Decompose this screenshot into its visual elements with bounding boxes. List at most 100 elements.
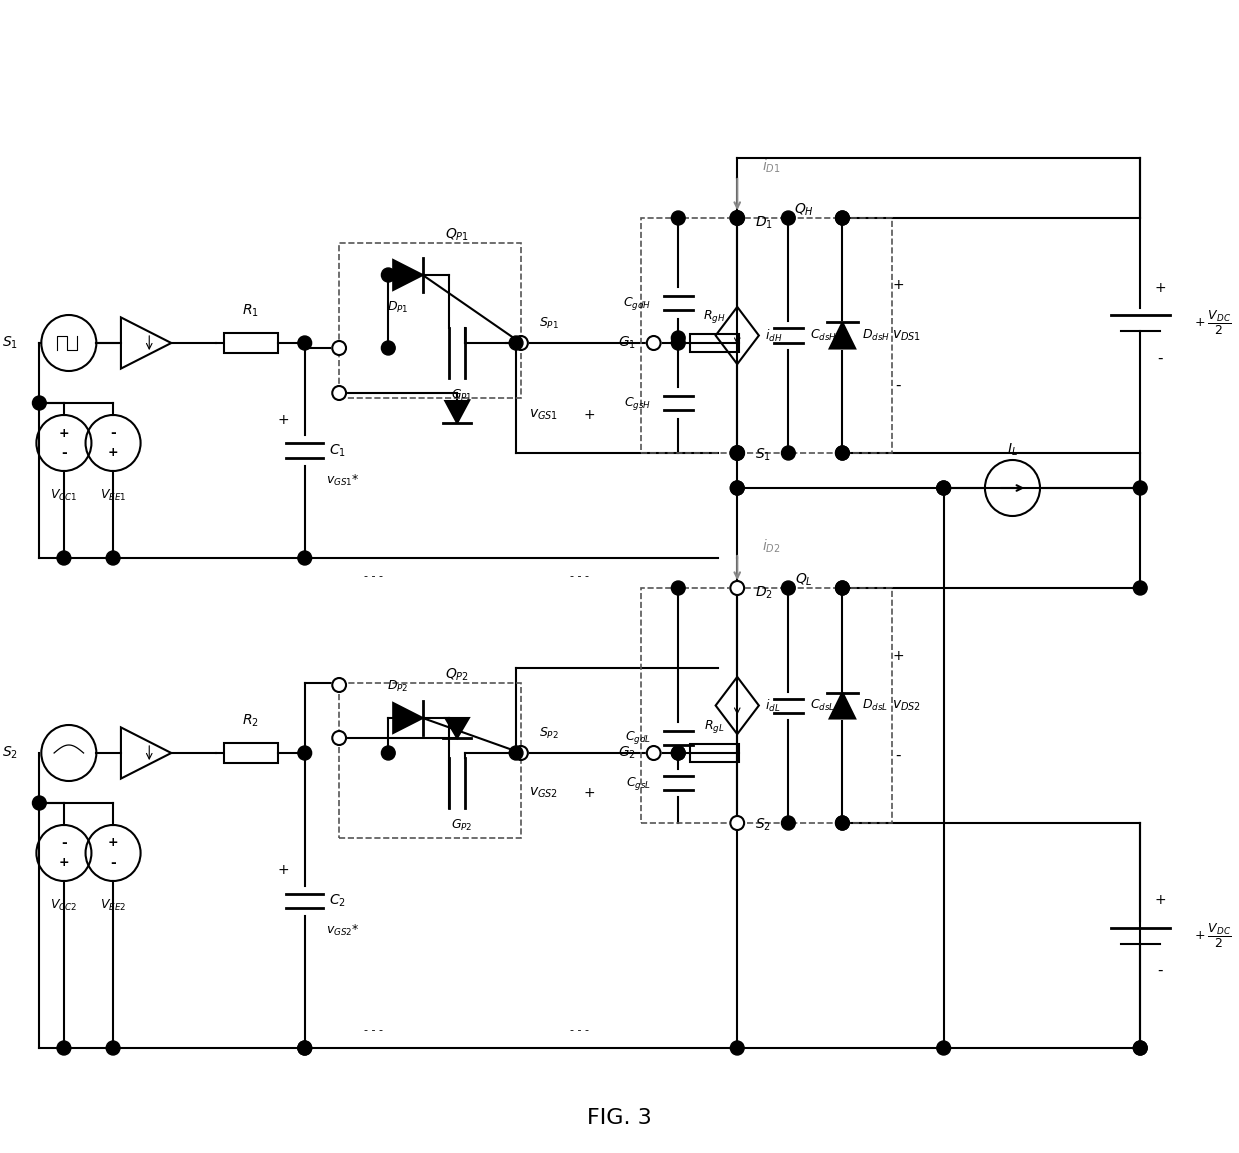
Circle shape (1134, 481, 1147, 495)
Text: $D_2$: $D_2$ (755, 585, 773, 601)
Text: FIG. 3: FIG. 3 (587, 1108, 652, 1128)
Circle shape (297, 1041, 312, 1055)
Text: -: - (1157, 963, 1162, 978)
Bar (224, 743, 278, 763)
Polygon shape (830, 693, 855, 718)
Text: -: - (110, 425, 116, 440)
Text: $D_{P2}$: $D_{P2}$ (388, 678, 409, 694)
Circle shape (835, 446, 849, 460)
Circle shape (382, 267, 395, 282)
Circle shape (509, 746, 523, 760)
Text: $S_2$: $S_2$ (1, 745, 17, 761)
Circle shape (835, 581, 849, 595)
Text: - - -: - - - (570, 571, 590, 581)
Text: $i_{D1}$: $i_{D1}$ (762, 157, 781, 175)
Text: +: + (584, 786, 596, 800)
Circle shape (332, 341, 346, 355)
Text: $v_{GS2}$: $v_{GS2}$ (529, 786, 558, 800)
Text: $C_{dsH}$: $C_{dsH}$ (810, 327, 838, 344)
Text: $C_{gsH}$: $C_{gsH}$ (623, 394, 650, 412)
Text: $v_{GS1}$*: $v_{GS1}$* (326, 473, 359, 488)
Text: +: + (278, 414, 289, 428)
Text: $V_{CC1}$: $V_{CC1}$ (50, 488, 78, 503)
Circle shape (514, 746, 528, 760)
Text: $S_2$: $S_2$ (755, 816, 771, 834)
Circle shape (672, 746, 685, 760)
Text: $C_{gdL}$: $C_{gdL}$ (624, 730, 650, 746)
Text: $i_{D2}$: $i_{D2}$ (762, 537, 781, 555)
Circle shape (107, 1041, 120, 1055)
Circle shape (382, 746, 395, 760)
Circle shape (57, 1041, 71, 1055)
Circle shape (332, 678, 346, 692)
Circle shape (1134, 581, 1147, 595)
Text: $C_{dsL}$: $C_{dsL}$ (810, 698, 835, 713)
Circle shape (835, 211, 849, 225)
Text: $D_{dsH}$: $D_{dsH}$ (862, 327, 890, 344)
Text: $R_2$: $R_2$ (243, 713, 259, 729)
Text: $v_{DS1}$: $v_{DS1}$ (892, 329, 921, 342)
Text: - - -: - - - (364, 1025, 383, 1035)
Text: -: - (61, 836, 67, 850)
Circle shape (672, 746, 685, 760)
Circle shape (297, 336, 312, 351)
Text: $I_L$: $I_L$ (1007, 442, 1018, 458)
Text: $G_2$: $G_2$ (618, 745, 636, 761)
Circle shape (835, 446, 849, 460)
Text: $R_{gL}$: $R_{gL}$ (704, 717, 725, 734)
Text: $S_1$: $S_1$ (755, 447, 771, 464)
Text: $v_{GS2}$*: $v_{GS2}$* (326, 922, 359, 939)
Text: -: - (896, 378, 901, 393)
Circle shape (1134, 1041, 1147, 1055)
Text: +: + (584, 408, 596, 422)
Circle shape (672, 336, 685, 351)
Text: +: + (108, 836, 119, 850)
Text: +: + (58, 427, 69, 439)
Bar (690, 334, 740, 352)
Circle shape (730, 211, 745, 225)
Polygon shape (445, 718, 468, 738)
Circle shape (672, 211, 685, 225)
Circle shape (730, 581, 745, 595)
Circle shape (297, 551, 312, 565)
Text: - - -: - - - (364, 571, 383, 581)
Text: +: + (58, 857, 69, 869)
Text: $Q_{P1}$: $Q_{P1}$ (445, 227, 470, 243)
Circle shape (835, 211, 849, 225)
Circle shape (937, 481, 950, 495)
Circle shape (332, 386, 346, 400)
Text: $S_1$: $S_1$ (1, 334, 17, 352)
Circle shape (835, 816, 849, 830)
Text: $V_{EE2}$: $V_{EE2}$ (100, 897, 126, 912)
Text: $Q_L$: $Q_L$ (795, 572, 813, 588)
Circle shape (107, 551, 120, 565)
Polygon shape (445, 401, 468, 423)
Circle shape (782, 581, 795, 595)
Text: $D_{P1}$: $D_{P1}$ (388, 300, 409, 315)
Text: $Q_H$: $Q_H$ (794, 202, 814, 218)
Text: $C_1$: $C_1$ (330, 443, 346, 459)
Text: $v_{GS1}$: $v_{GS1}$ (529, 408, 558, 422)
Text: $G_{P1}$: $G_{P1}$ (451, 387, 473, 402)
Polygon shape (830, 323, 855, 348)
Circle shape (297, 1041, 312, 1055)
Polygon shape (393, 259, 422, 291)
Circle shape (937, 481, 950, 495)
Circle shape (730, 481, 745, 495)
Text: $C_{gdH}$: $C_{gdH}$ (622, 294, 650, 311)
Circle shape (647, 746, 660, 760)
Bar (224, 333, 278, 353)
Circle shape (730, 1041, 745, 1055)
Circle shape (730, 211, 745, 225)
Circle shape (297, 746, 312, 760)
Text: $G_{P2}$: $G_{P2}$ (451, 817, 473, 832)
Text: $D_{dsL}$: $D_{dsL}$ (862, 698, 888, 713)
Text: +: + (892, 279, 904, 293)
Text: $D_1$: $D_1$ (755, 214, 773, 232)
Text: +: + (1154, 894, 1166, 907)
Text: $v_{DS2}$: $v_{DS2}$ (892, 699, 921, 713)
Circle shape (32, 395, 46, 410)
Circle shape (57, 551, 71, 565)
Text: $G_1$: $G_1$ (618, 334, 636, 352)
Text: -: - (110, 856, 116, 871)
